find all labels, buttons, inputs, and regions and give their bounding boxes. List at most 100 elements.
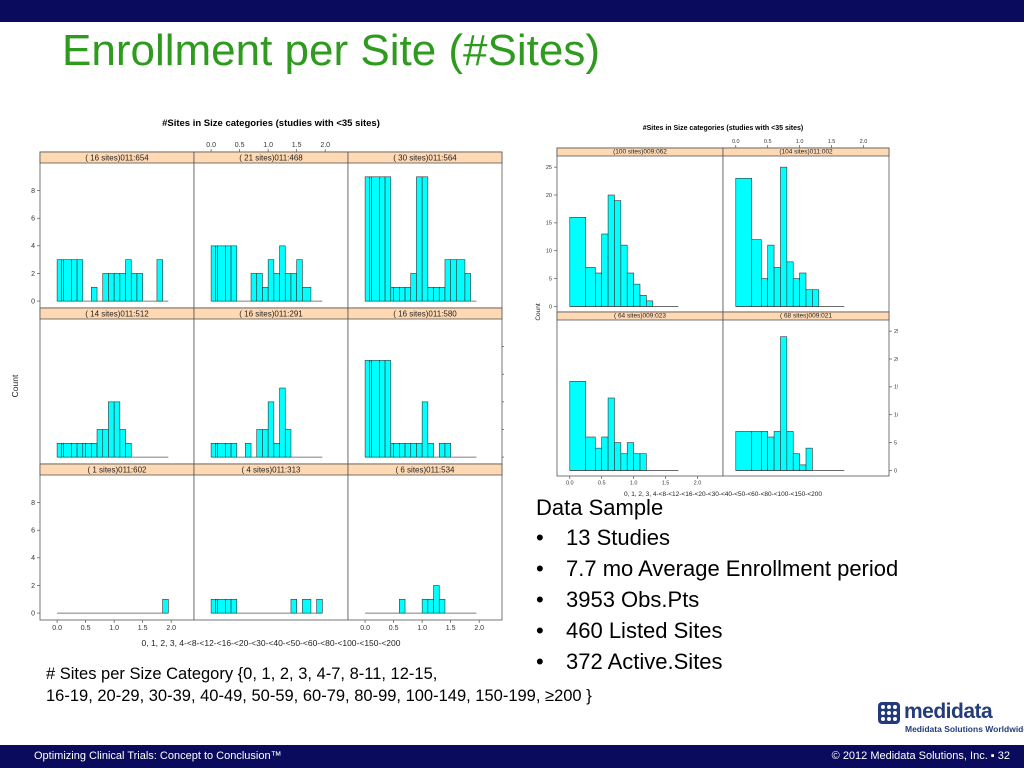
data-sample-item: • 7.7 mo Average Enrollment period [536, 553, 898, 584]
y-tick-label: 0 [894, 468, 897, 474]
histogram-bar [780, 336, 788, 471]
y-tick-label: 25 [894, 329, 898, 335]
histogram-bar [136, 273, 143, 302]
histogram-bar [82, 442, 86, 458]
histogram-bar [302, 286, 312, 302]
medidata-logo: medidata Medidata Solutions Worldwide [878, 700, 1024, 736]
histogram-bar [761, 278, 768, 307]
histogram-bar [91, 442, 98, 458]
x-tick-label: 1.0 [109, 625, 119, 632]
panel-label: ( 16 sites)011:654 [85, 154, 149, 163]
histogram-bar [450, 259, 457, 302]
histogram-bar [620, 453, 628, 471]
histogram-bar [379, 176, 386, 302]
histogram-bar [799, 272, 807, 307]
histogram-bar [393, 442, 400, 458]
histogram-bar [71, 442, 78, 458]
histogram-bar [284, 429, 292, 458]
histogram-bar [805, 447, 813, 471]
histogram-bar [773, 267, 781, 307]
y-tick-label: 25 [546, 165, 552, 171]
bullet-icon: • [536, 649, 544, 674]
histogram-bar [792, 453, 800, 471]
histogram-bar [421, 176, 429, 302]
histogram-bar [279, 387, 286, 458]
y-tick-label: 6 [31, 528, 35, 535]
histogram-bar [108, 273, 115, 302]
y-tick-label: 10 [546, 249, 552, 255]
panel-strip [722, 311, 890, 321]
panel-frame [347, 463, 503, 621]
histogram-bar [433, 585, 440, 614]
histogram-bar [364, 360, 370, 458]
histogram-bar [421, 598, 429, 614]
panel-label: ( 30 sites)011:564 [393, 154, 457, 163]
x-tick-label: 2.0 [474, 625, 484, 632]
x-tick-label: 1.5 [446, 625, 456, 632]
histogram-bar [399, 442, 406, 458]
histogram-bar [438, 286, 446, 302]
histogram-bar [812, 289, 820, 307]
histogram-bar [225, 442, 232, 458]
panel-strip [347, 151, 503, 164]
histogram-bar [767, 436, 775, 471]
histogram-bar [284, 273, 292, 302]
histogram-bar [85, 442, 92, 458]
x-tick-label: 0.0 [566, 481, 574, 487]
x-tick-label: 1.5 [828, 139, 836, 145]
panel-label: ( 4 sites)011:313 [242, 466, 302, 475]
data-sample-heading: Data Sample [536, 495, 664, 520]
x-tick-label: 1.0 [417, 625, 427, 632]
y-tick-label: 15 [894, 385, 898, 391]
x-tick-label: 0.5 [235, 142, 245, 149]
histogram-bar [63, 259, 72, 302]
x-tick-label: 1.0 [630, 481, 638, 487]
histogram-bar [410, 273, 417, 302]
histogram-bar [230, 598, 238, 614]
histogram-bar [786, 261, 794, 307]
y-tick-label: 20 [894, 357, 898, 363]
medidata-logo-grid-icon [878, 702, 900, 724]
histogram-bar [427, 598, 434, 614]
histogram-bar [639, 453, 647, 471]
panel-label: ( 16 sites)011:291 [239, 310, 303, 319]
y-tick-label: 4 [31, 555, 35, 562]
data-sample-list: • 13 Studies • 7.7 mo Average Enrollment pe… [536, 522, 898, 677]
panel-strip [347, 463, 503, 476]
histogram-bar [626, 272, 634, 307]
histogram-bar [761, 431, 768, 471]
histogram-bar [225, 245, 232, 302]
x-tick-label: 2.0 [694, 481, 702, 487]
histogram-bar [371, 360, 380, 458]
histogram-bar [585, 436, 596, 471]
footer-title: Optimizing Clinical Trials: Concept to C… [34, 750, 282, 762]
chart-title: #Sites in Size categories (studies with … [162, 118, 380, 129]
histogram-bar [256, 429, 263, 458]
histogram-bar [601, 233, 609, 307]
y-tick-label: 2 [31, 583, 35, 590]
y-tick-label: 20 [546, 193, 552, 199]
data-sample-item: • 372 Active.Sites [536, 646, 898, 677]
bullet-icon: • [536, 556, 544, 581]
histogram-bar [805, 289, 813, 307]
x-tick-label: 0.0 [206, 142, 216, 149]
histogram-bar [371, 176, 380, 302]
histogram-bar [416, 176, 423, 302]
histogram-bar [273, 442, 280, 458]
y-tick-label: 15 [546, 221, 552, 227]
x-tick-label: 0.5 [598, 481, 606, 487]
histogram-bar [384, 360, 392, 458]
y-tick-label: 0 [31, 298, 35, 305]
histogram-bar [230, 442, 238, 458]
x-axis-label: 0, 1, 2, 3, 4-<8-<12-<16-<20-<30-<40-<50… [624, 491, 822, 498]
caption-line: # Sites per Size Category {0, 1, 2, 3, 4… [46, 665, 438, 683]
histogram-bar [217, 442, 226, 458]
histogram-bar [601, 436, 609, 471]
panel-label: ( 16 sites)011:580 [393, 310, 457, 319]
histogram-bar [279, 245, 286, 302]
panel-label: (100 sites)009:062 [613, 149, 667, 156]
histogram-bar [273, 273, 280, 302]
histogram-bar [210, 442, 216, 458]
histogram-bar [156, 259, 163, 302]
histogram-bar [595, 272, 602, 307]
